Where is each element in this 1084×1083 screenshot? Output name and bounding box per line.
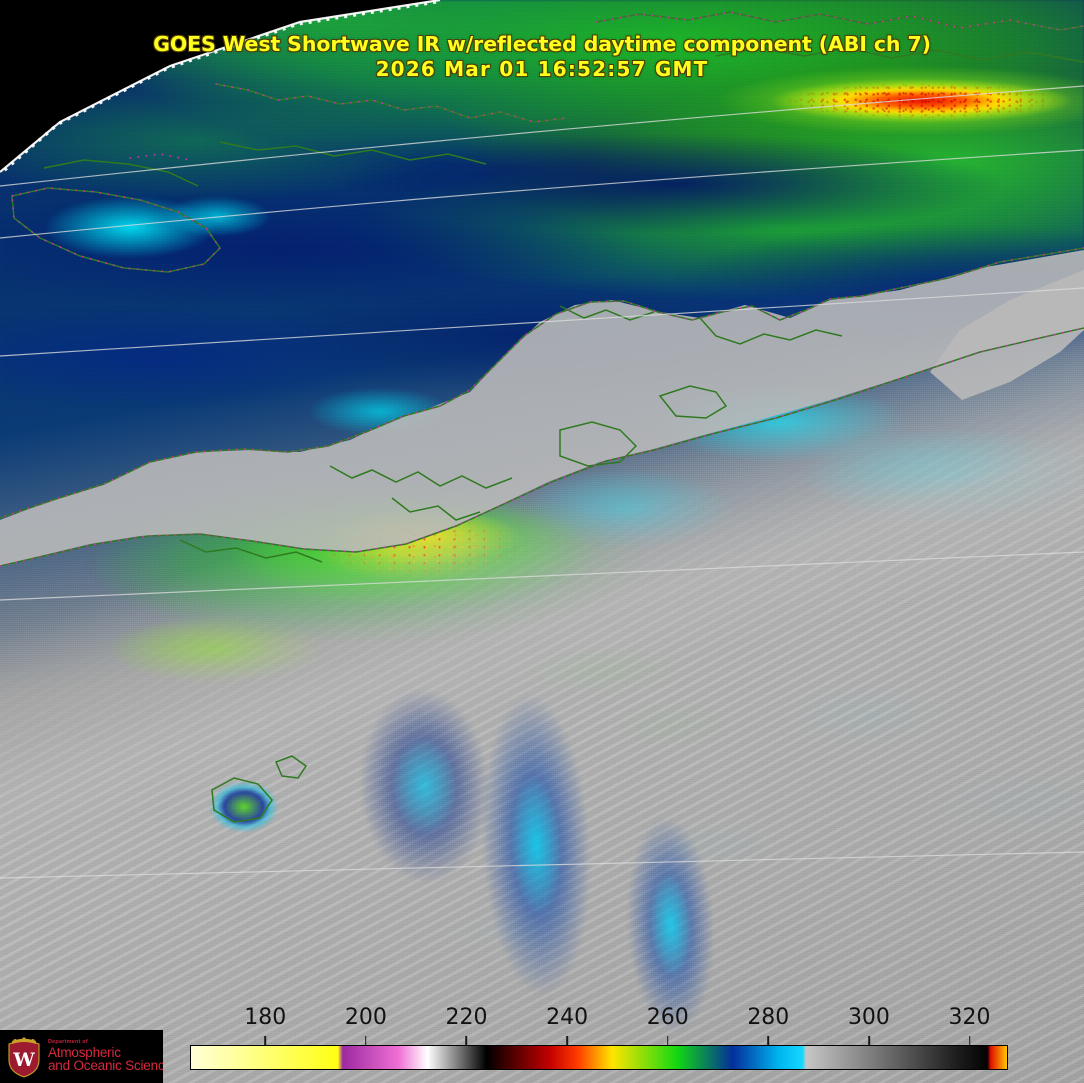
logo-department-label: Department of: [48, 1038, 88, 1045]
svg-text:W: W: [12, 1049, 35, 1071]
colorbar-tick-label: 260: [646, 1005, 689, 1030]
colorbar-tick-label: 240: [546, 1005, 589, 1030]
colorbar-tick-marks: [190, 1036, 1008, 1045]
colorbar-tick-mark: [264, 1036, 267, 1045]
logo-line-atmospheric: Atmospheric: [48, 1044, 121, 1060]
logo-line-oceanic: and Oceanic Sciences: [48, 1058, 163, 1074]
colorbar: 180 200 220 240 260 280 300 320: [190, 1005, 1008, 1070]
colorbar-tick-mark: [666, 1036, 669, 1045]
colorbar-tick-label: 300: [847, 1005, 890, 1030]
colorbar-tick-mark: [968, 1036, 971, 1045]
colorbar-tick-mark: [465, 1036, 468, 1045]
colorbar-gradient: [190, 1045, 1008, 1070]
uw-crest-icon: W: [6, 1036, 42, 1078]
colorbar-tick-mark: [365, 1036, 367, 1045]
colorbar-tick-mark: [767, 1036, 770, 1045]
colorbar-tick-mark: [566, 1036, 568, 1045]
logo-text-block: Department of Atmospheric and Oceanic Sc…: [48, 1038, 163, 1074]
colorbar-tick-label: 200: [344, 1005, 387, 1030]
colorbar-tick-mark: [868, 1036, 870, 1045]
colorbar-tick-label: 320: [948, 1005, 991, 1030]
uw-aos-logo: W Department of Atmospheric and Oceanic …: [0, 1030, 163, 1083]
colorbar-tick-labels: 180 200 220 240 260 280 300 320: [190, 1005, 1008, 1035]
colorbar-tick-label: 180: [244, 1005, 287, 1030]
colorbar-tick-label: 280: [747, 1005, 790, 1030]
colorbar-tick-label: 220: [445, 1005, 488, 1030]
